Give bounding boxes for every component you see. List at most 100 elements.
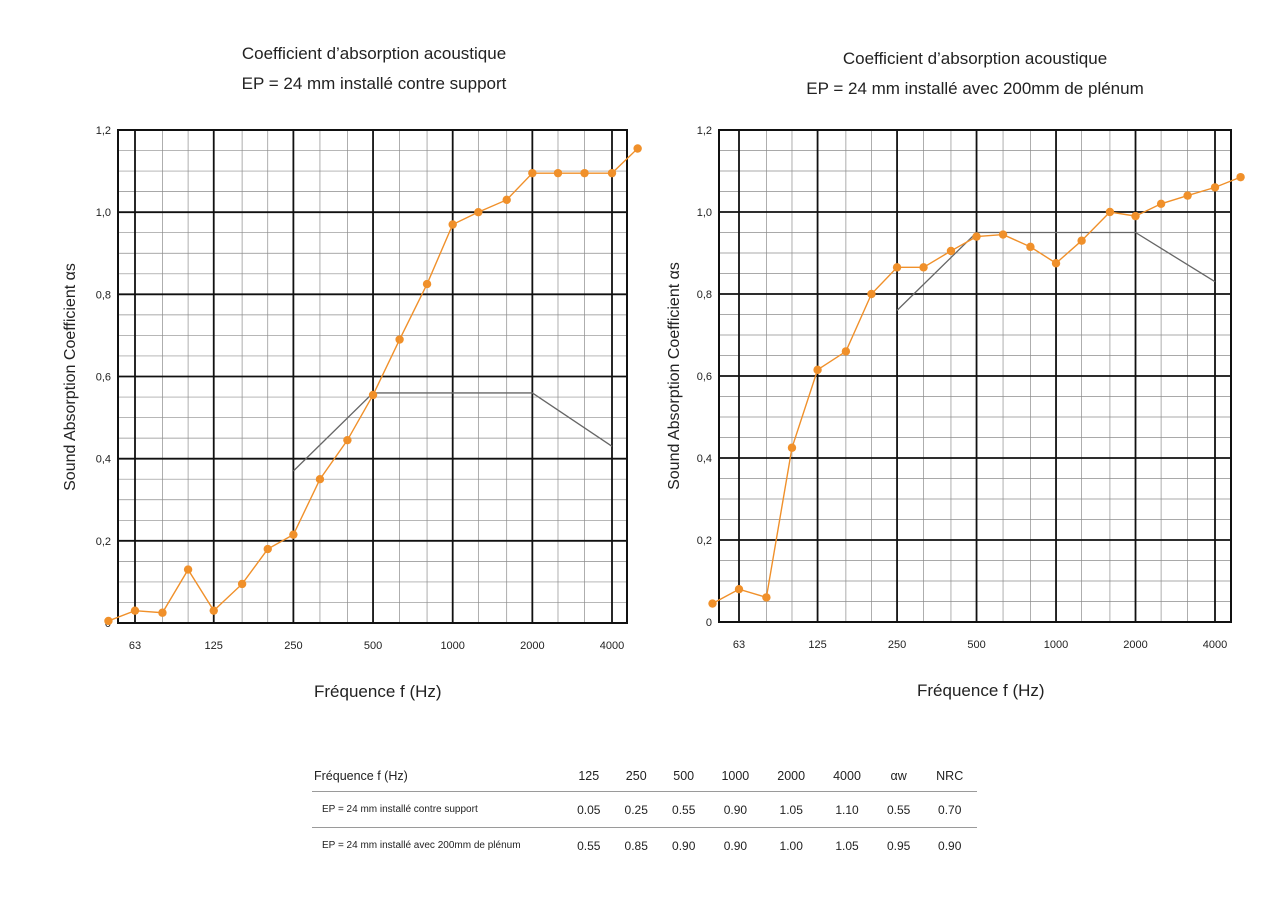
- absorption-table: Fréquence f (Hz) 125 250 500 1000 2000 4…: [312, 760, 977, 863]
- table-cell: 0.90: [938, 838, 962, 853]
- data-point: [528, 168, 537, 178]
- x-tick-label: 500: [364, 640, 382, 652]
- x-tick-label: 500: [967, 639, 985, 651]
- y-tick-label: 0,4: [697, 453, 712, 465]
- y-axis-label: Sound Absorption Coefficient αs: [62, 263, 79, 491]
- y-tick-label: 1,2: [96, 125, 111, 137]
- x-tick-label: 2000: [1123, 639, 1147, 651]
- table-cell: 0.70: [922, 791, 977, 828]
- data-point: [343, 435, 352, 445]
- data-point: [130, 606, 140, 615]
- data-point: [1131, 211, 1140, 221]
- table-header-cell: 125: [565, 760, 613, 792]
- data-point: [315, 475, 325, 484]
- table-row: EP = 24 mm installé contre support 0.05 …: [312, 791, 977, 828]
- data-point: [104, 616, 113, 626]
- table-cell: 0.55: [659, 791, 708, 828]
- x-tick-label: 1000: [1044, 639, 1068, 651]
- table-header-cell: NRC: [922, 760, 977, 792]
- table-cell: 0.90: [672, 838, 696, 853]
- data-point: [289, 530, 298, 539]
- y-tick-label: 1,2: [697, 125, 712, 137]
- data-point: [368, 390, 378, 400]
- table-cell: 1.10: [819, 791, 875, 828]
- x-tick-label: 4000: [600, 640, 624, 652]
- table-cell: 0.90: [707, 791, 764, 828]
- data-point: [1156, 199, 1166, 208]
- data-point: [1210, 183, 1220, 192]
- x-tick-label: 125: [808, 639, 826, 651]
- y-tick-label: 1,0: [96, 207, 111, 219]
- data-point: [734, 585, 744, 594]
- chart-title-left: Coefficient d’absorption acoustique EP =…: [134, 39, 614, 99]
- chart-title-right: Coefficient d’absorption acoustique EP =…: [735, 44, 1215, 104]
- chart-title: Coefficient d’absorption acoustique: [241, 44, 507, 63]
- x-tick-label: 250: [284, 640, 302, 652]
- x-tick-label: 4000: [1203, 639, 1227, 651]
- x-tick-label: 250: [888, 639, 906, 651]
- chart-right: 0 0,2 0,4 0,6 0,8 1,0 1,2 63 125 250 500 1000 2000 40…: [666, 125, 1245, 651]
- data-point: [919, 263, 928, 272]
- chart-title: Coefficient d’absorption acoustique: [842, 49, 1108, 68]
- table-cell: 0.05: [565, 791, 613, 828]
- data-point: [209, 606, 218, 615]
- table-cell: EP = 24 mm installé avec 200mm de plénum: [322, 840, 521, 851]
- data-point: [1105, 207, 1115, 217]
- data-point: [502, 195, 511, 205]
- plot-frame: [718, 129, 1232, 623]
- y-tick-label: 0,2: [697, 535, 712, 547]
- data-point: [1051, 259, 1061, 268]
- data-point: [263, 544, 272, 554]
- table-cell: 0.55: [874, 791, 923, 828]
- x-tick-label: 63: [129, 640, 141, 652]
- table-header-cell: 2000: [763, 760, 820, 792]
- table-cell: 0.85: [624, 838, 648, 853]
- table-cell: 0.95: [887, 838, 911, 853]
- table-cell: 1.00: [779, 838, 803, 853]
- data-point: [867, 289, 876, 299]
- table-row: EP = 24 mm installé avec 200mm de plénum…: [312, 828, 977, 864]
- data-point: [158, 608, 167, 617]
- y-tick-label: 0,4: [96, 454, 111, 466]
- data-point: [892, 263, 902, 272]
- chart-subtitle: EP = 24 mm installé avec 200mm de plénum: [806, 79, 1144, 98]
- data-point: [580, 168, 589, 178]
- x-tick-label: 1000: [440, 640, 464, 652]
- table-cell: 0.25: [612, 791, 660, 828]
- data-point: [1236, 172, 1245, 182]
- y-axis-label: Sound Absorption Coefficient αs: [666, 262, 683, 490]
- table-header-row: Fréquence f (Hz) 125 250 500 1000 2000 4…: [312, 760, 977, 792]
- data-point: [237, 579, 247, 589]
- data-point: [633, 144, 642, 153]
- absorption-charts: 0 0,2 0,4 0,6 0,8 1,0 1,2 63 125 250 500 1000 2000 40…: [62, 125, 1245, 652]
- chart-left: 00,20,40,60,81,01,2631252505001000200040…: [62, 125, 642, 652]
- chart-subtitle: EP = 24 mm installé contre support: [241, 74, 507, 93]
- data-point: [787, 443, 797, 452]
- data-point: [762, 593, 771, 602]
- x-axis-label-right: Fréquence f (Hz): [917, 681, 1045, 700]
- data-point: [998, 230, 1008, 239]
- data-point: [607, 168, 617, 178]
- data-point: [553, 168, 563, 178]
- data-point: [474, 207, 483, 217]
- table-header-cell: Fréquence f (Hz): [312, 760, 565, 792]
- data-point: [708, 599, 717, 608]
- y-tick-label: 0,8: [96, 289, 111, 301]
- table-cell: 0.55: [577, 838, 601, 853]
- data-point: [813, 365, 822, 375]
- x-tick-label: 63: [733, 639, 745, 651]
- x-tick-label: 125: [205, 640, 223, 652]
- x-axis-label-left: Fréquence f (Hz): [314, 682, 442, 701]
- data-point: [395, 335, 404, 344]
- table-cell: 1.05: [835, 838, 859, 853]
- data-point: [841, 347, 851, 356]
- table-header-cell: 1000: [707, 760, 764, 792]
- data-point: [1183, 191, 1192, 200]
- data-point: [422, 279, 432, 289]
- table-cell: 1.05: [763, 791, 820, 828]
- y-tick-label: 0,6: [96, 372, 111, 384]
- reference-curve-line: [292, 392, 613, 472]
- x-tick-label: 2000: [520, 640, 544, 652]
- y-tick-label: 0,2: [96, 536, 111, 548]
- data-point: [972, 232, 981, 241]
